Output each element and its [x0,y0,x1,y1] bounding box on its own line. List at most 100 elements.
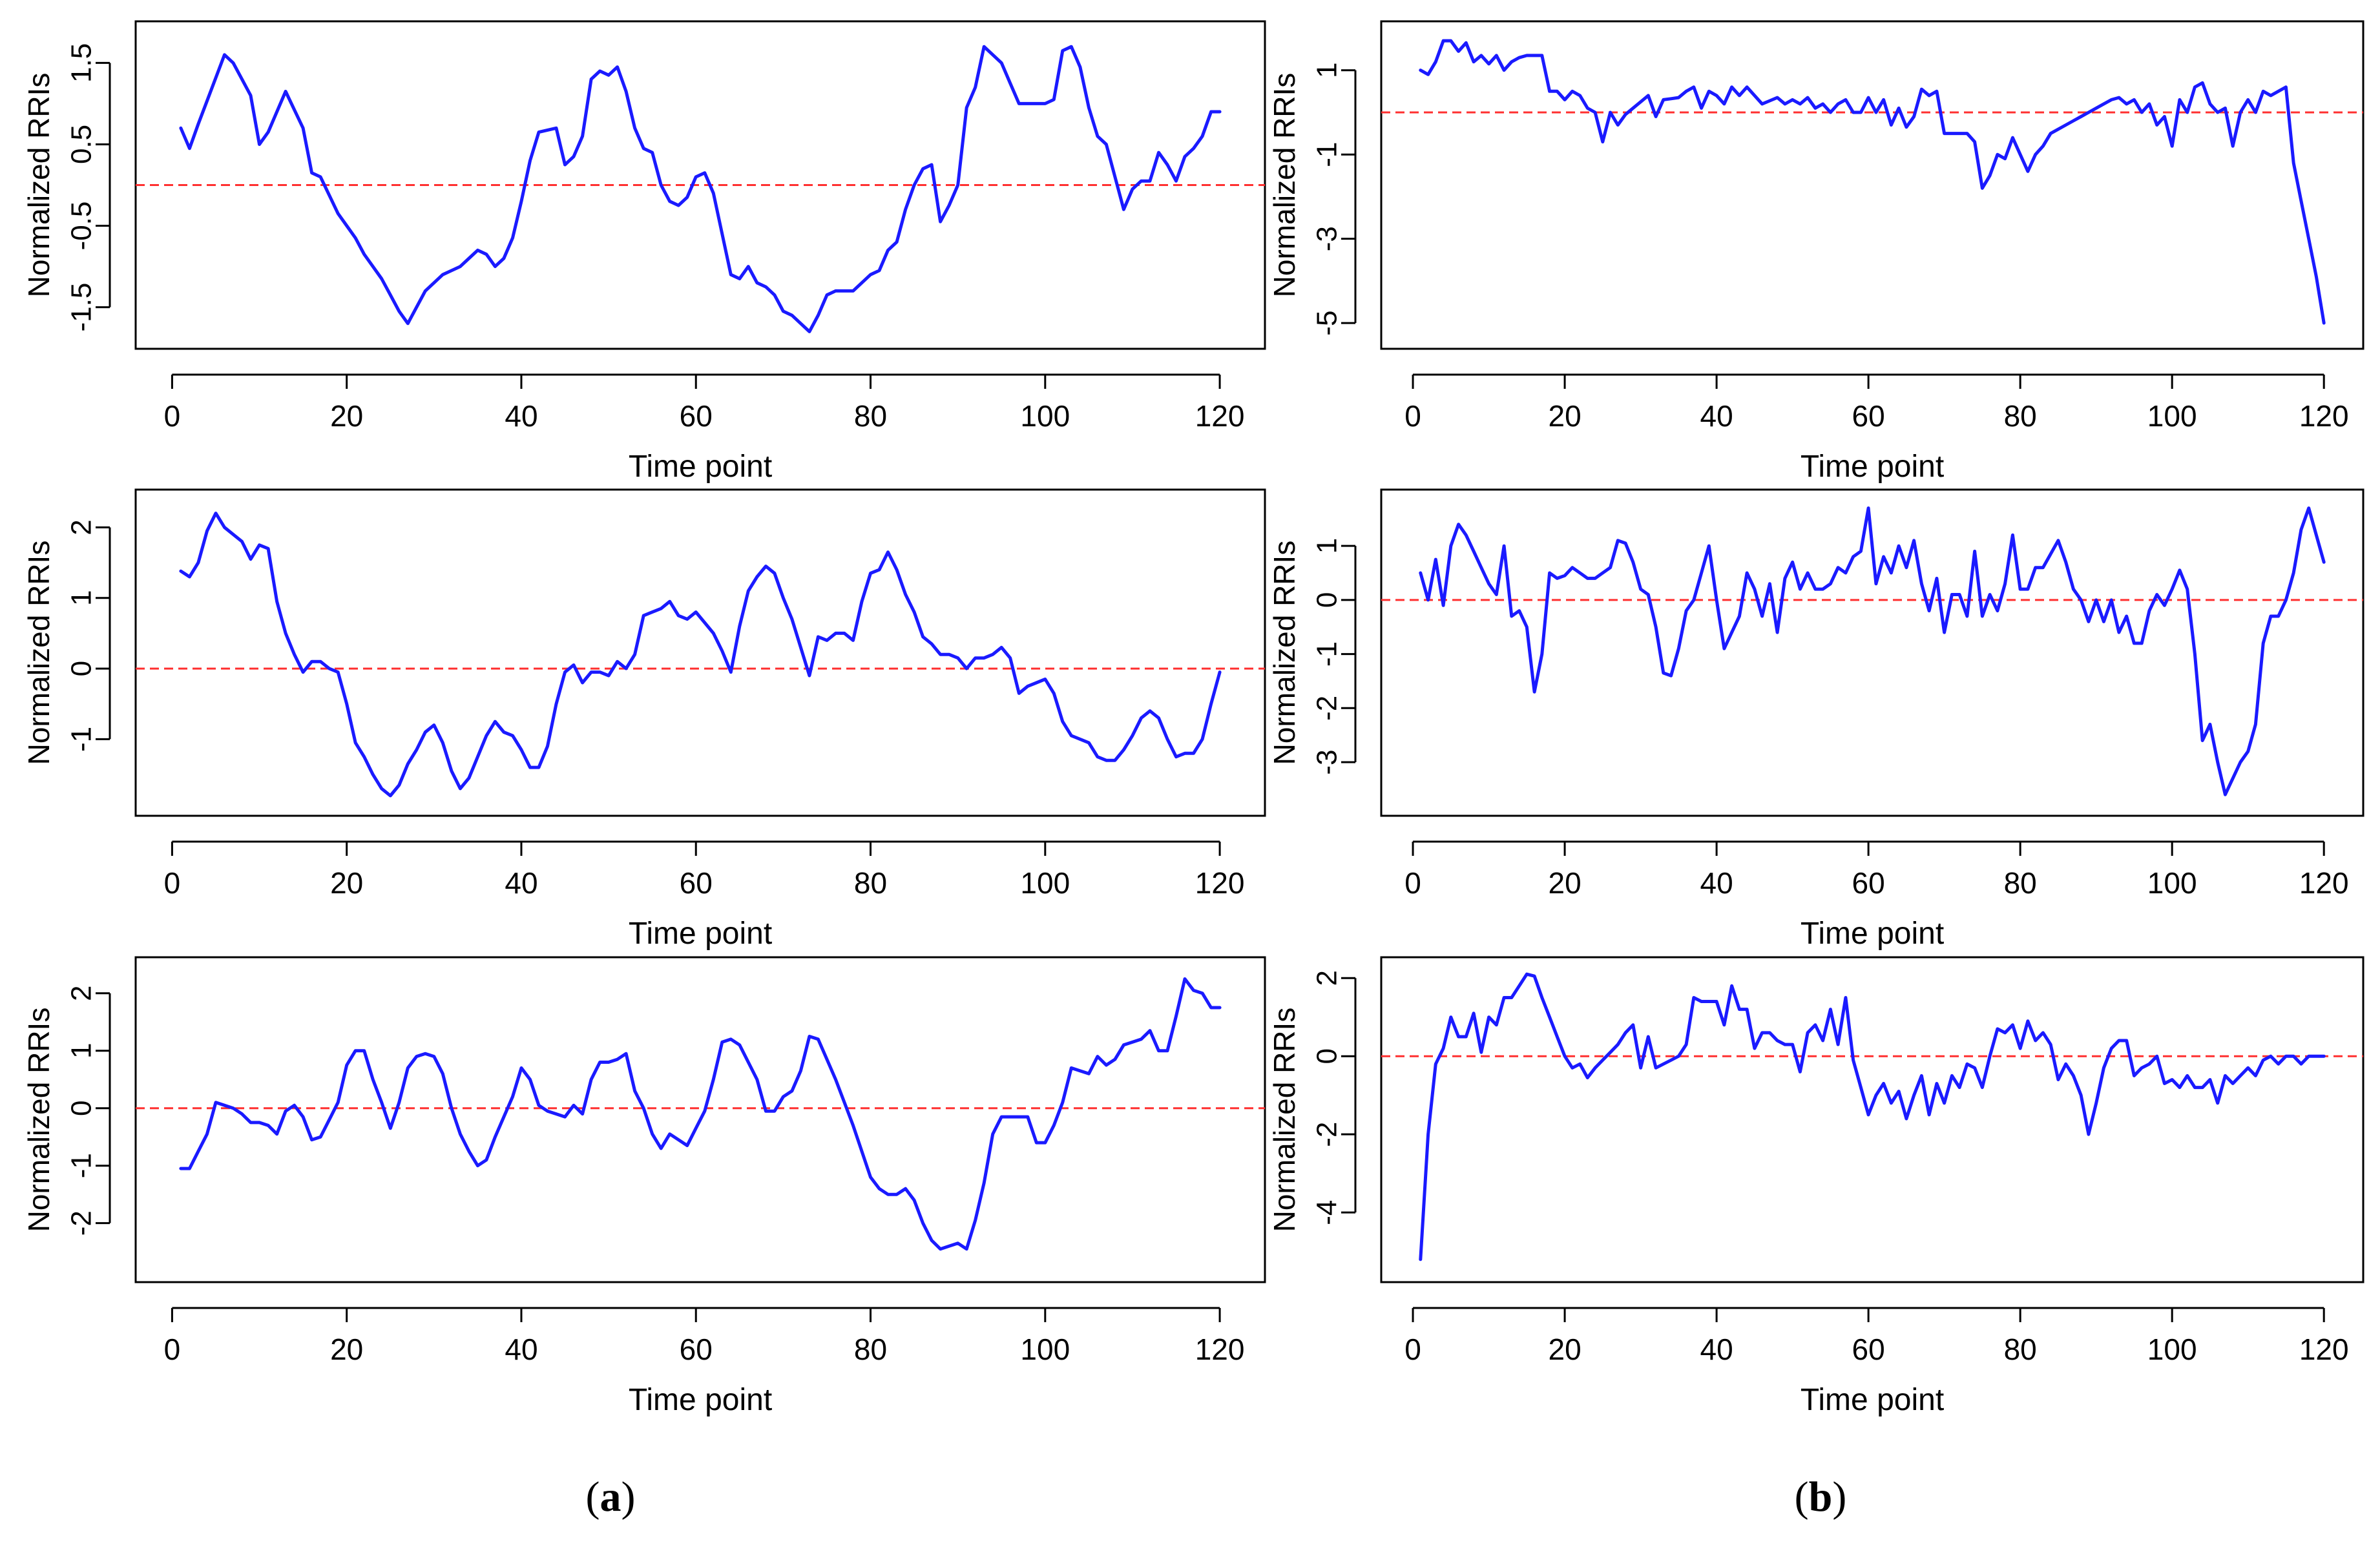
y-tick-label: 0 [1311,1048,1343,1064]
y-tick-label: -2 [1311,696,1343,721]
x-tick-label: 120 [1195,866,1245,900]
x-tick-label: 40 [505,1333,538,1366]
x-tick-label: 120 [2299,1333,2349,1366]
y-tick-label: 2 [66,985,98,1001]
y-axis-title: Normalized RRIs [22,1008,56,1232]
plot-frame [1380,488,2364,817]
y-tick-label: -3 [1311,226,1343,251]
y-tick-label: 0 [66,661,98,676]
plot-frame [1380,20,2364,350]
x-axis-title: Time point [1801,917,1944,951]
y-tick-label: -3 [1311,749,1343,774]
x-tick-label: 60 [1852,866,1885,900]
x-tick-label: 40 [505,866,538,900]
x-tick-label: 20 [330,399,363,433]
rri-series-line [1419,506,2326,796]
x-tick-label: 80 [2004,1333,2037,1366]
x-tick-label: 100 [1020,1333,1070,1366]
y-tick-label: 0.5 [66,125,98,164]
plot-frame [1380,956,2364,1283]
y-axis-title: Normalized RRIs [22,541,56,765]
y-tick-label: -4 [1311,1200,1343,1225]
plot-frame [134,488,1266,817]
rri-series-line [179,512,1222,798]
x-tick-label: 100 [1020,399,1070,433]
rri-series-line [1419,972,2326,1261]
y-axis-title: Normalized RRIs [1268,541,1301,765]
x-tick-label: 100 [1020,866,1070,900]
y-tick-label: -1 [66,1153,98,1178]
y-tick-label: 1 [1311,538,1343,554]
y-tick-label: 0 [66,1100,98,1115]
x-tick-label: 40 [1700,399,1733,433]
y-tick-label: 1.5 [66,43,98,83]
x-tick-label: 100 [2147,399,2197,433]
x-tick-label: 20 [1548,1333,1581,1366]
x-tick-label: 0 [164,1333,181,1366]
y-tick-label: 1 [66,590,98,606]
x-tick-label: 80 [2004,399,2037,433]
x-tick-label: 0 [164,866,181,900]
x-tick-label: 20 [330,1333,363,1366]
chart-b-middle: 0 20 40 60 80 100 120 Time point -3 -2 -1 0 1 Normali… [1268,488,2364,951]
panel-label-a: (a) [585,1473,636,1520]
y-tick-label: -5 [1311,311,1343,336]
y-tick-label: -1 [1311,142,1343,167]
y-tick-label: -1 [1311,641,1343,667]
x-tick-label: 20 [1548,866,1581,900]
x-tick-label: 60 [1852,1333,1885,1366]
rri-series-line [179,45,1222,333]
y-tick-label: -1 [66,727,98,752]
chart-b-top: 0 20 40 60 80 100 120 Time point -5 -3 -1 1 Normaliz… [1268,20,2364,484]
x-tick-label: 80 [2004,866,2037,900]
chart-a-middle: 0 20 40 60 80 100 120 Time point -1 0 1 2 Normalized… [22,488,1266,951]
x-tick-label: 40 [1700,866,1733,900]
y-tick-label: -2 [66,1210,98,1236]
x-tick-label: 40 [1700,1333,1733,1366]
x-tick-label: 100 [2147,1333,2197,1366]
rri-series-line [1419,39,2326,325]
x-axis-title: Time point [1801,450,1944,484]
x-tick-label: 20 [330,866,363,900]
x-tick-label: 120 [1195,1333,1245,1366]
chart-b-bottom: 0 20 40 60 80 100 120 Time point -4 -2 0 2 Normalize… [1268,956,2364,1417]
y-tick-label: 1 [66,1043,98,1058]
x-tick-label: 20 [1548,399,1581,433]
x-tick-label: 0 [1404,1333,1421,1366]
y-tick-label: 2 [1311,970,1343,986]
x-tick-label: 100 [2147,866,2197,900]
x-tick-label: 120 [1195,399,1245,433]
y-tick-label: -0.5 [66,202,98,251]
rri-series-line [179,977,1222,1251]
x-tick-label: 60 [1852,399,1885,433]
chart-a-top: 0 20 40 60 80 100 120 Time point -1.5 -0.5 0.5 1.5 N… [22,20,1266,484]
x-tick-label: 80 [854,1333,887,1366]
x-tick-label: 80 [854,399,887,433]
x-axis-title: Time point [1801,1383,1944,1417]
x-tick-label: 60 [680,866,713,900]
x-axis-title: Time point [629,1383,772,1417]
x-tick-label: 0 [164,399,181,433]
x-tick-label: 0 [1404,399,1421,433]
plot-frame [134,956,1266,1283]
x-tick-label: 40 [505,399,538,433]
x-axis-title: Time point [629,917,772,951]
x-tick-label: 0 [1404,866,1421,900]
y-tick-label: -1.5 [66,283,98,332]
y-tick-label: 0 [1311,592,1343,608]
y-axis-title: Normalized RRIs [22,73,56,298]
x-tick-label: 60 [680,399,713,433]
chart-a-bottom: 0 20 40 60 80 100 120 Time point -2 -1 0 1 2 Normaliz… [22,956,1266,1417]
y-tick-label: 2 [66,519,98,535]
x-tick-label: 120 [2299,399,2349,433]
panel-label-b: (b) [1794,1473,1847,1520]
y-tick-label: -2 [1311,1122,1343,1147]
x-tick-label: 120 [2299,866,2349,900]
x-axis-title: Time point [629,450,772,484]
y-axis-title: Normalized RRIs [1268,73,1301,298]
y-tick-label: 1 [1311,62,1343,78]
y-axis-title: Normalized RRIs [1268,1008,1301,1232]
x-tick-label: 60 [680,1333,713,1366]
x-tick-label: 80 [854,866,887,900]
